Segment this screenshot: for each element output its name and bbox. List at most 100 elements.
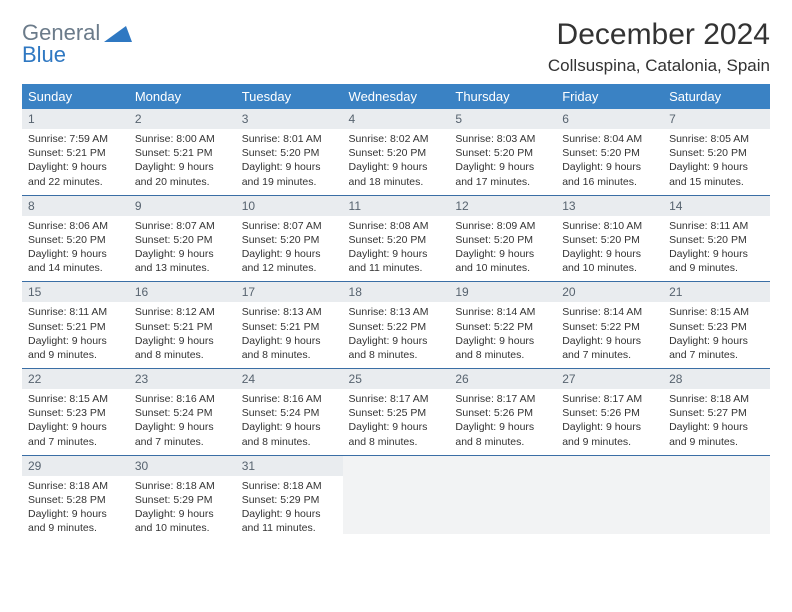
weekday-header: Wednesday [343, 84, 450, 109]
day-number: 29 [22, 456, 129, 476]
day-number: 14 [663, 196, 770, 216]
day-number: 19 [449, 282, 556, 302]
daylight-line: Daylight: 9 hours and 9 minutes. [28, 334, 123, 362]
sunrise-line: Sunrise: 8:14 AM [562, 305, 657, 319]
sunrise-line: Sunrise: 8:17 AM [562, 392, 657, 406]
sunrise-line: Sunrise: 8:05 AM [669, 132, 764, 146]
sunset-line: Sunset: 5:20 PM [669, 233, 764, 247]
sunrise-line: Sunrise: 8:13 AM [349, 305, 444, 319]
day-body: Sunrise: 8:00 AMSunset: 5:21 PMDaylight:… [129, 129, 236, 195]
calendar-day: 18Sunrise: 8:13 AMSunset: 5:22 PMDayligh… [343, 282, 450, 369]
calendar-day: 27 Sunrise: 8:17 AMSunset: 5:26 PMDayligh… [556, 369, 663, 456]
day-number: 11 [343, 196, 450, 216]
day-body: Sunrise: 8:15 AMSunset: 5:23 PMDaylight:… [22, 389, 129, 455]
sunrise-line: Sunrise: 8:17 AM [455, 392, 550, 406]
sunset-line: Sunset: 5:20 PM [669, 146, 764, 160]
day-body: Sunrise: 8:13 AMSunset: 5:22 PMDaylight:… [343, 302, 450, 368]
sunset-line: Sunset: 5:24 PM [135, 406, 230, 420]
sunset-line: Sunset: 5:20 PM [28, 233, 123, 247]
day-number: 8 [22, 196, 129, 216]
sunset-line: Sunset: 5:21 PM [28, 146, 123, 160]
sunset-line: Sunset: 5:20 PM [455, 146, 550, 160]
day-body: Sunrise: 8:08 AMSunset: 5:20 PMDaylight:… [343, 216, 450, 282]
sunrise-line: Sunrise: 8:08 AM [349, 219, 444, 233]
day-body: Sunrise: 8:07 AMSunset: 5:20 PMDaylight:… [129, 216, 236, 282]
calendar-day: 12Sunrise: 8:09 AMSunset: 5:20 PMDayligh… [449, 195, 556, 282]
daylight-line: Daylight: 9 hours and 9 minutes. [669, 247, 764, 275]
daylight-line: Daylight: 9 hours and 19 minutes. [242, 160, 337, 188]
day-number: 21 [663, 282, 770, 302]
day-body: Sunrise: 8:14 AMSunset: 5:22 PMDaylight:… [449, 302, 556, 368]
calendar-day: 23Sunrise: 8:16 AMSunset: 5:24 PMDayligh… [129, 369, 236, 456]
sunrise-line: Sunrise: 8:10 AM [562, 219, 657, 233]
daylight-line: Daylight: 9 hours and 9 minutes. [669, 420, 764, 448]
header: General Blue December 2024 Collsuspina, … [22, 18, 770, 76]
sunset-line: Sunset: 5:27 PM [669, 406, 764, 420]
calendar-day: 13Sunrise: 8:10 AMSunset: 5:20 PMDayligh… [556, 195, 663, 282]
day-body: Sunrise: 8:01 AMSunset: 5:20 PMDaylight:… [236, 129, 343, 195]
weekday-row: SundayMondayTuesdayWednesdayThursdayFrid… [22, 84, 770, 109]
daylight-line: Daylight: 9 hours and 15 minutes. [669, 160, 764, 188]
sunset-line: Sunset: 5:23 PM [669, 320, 764, 334]
day-number: 16 [129, 282, 236, 302]
calendar-head: SundayMondayTuesdayWednesdayThursdayFrid… [22, 84, 770, 109]
sunrise-line: Sunrise: 8:01 AM [242, 132, 337, 146]
calendar-table: SundayMondayTuesdayWednesdayThursdayFrid… [22, 84, 770, 541]
daylight-line: Daylight: 9 hours and 9 minutes. [562, 420, 657, 448]
calendar-day: 30Sunrise: 8:18 AMSunset: 5:29 PMDayligh… [129, 455, 236, 541]
calendar-day: 20Sunrise: 8:14 AMSunset: 5:22 PMDayligh… [556, 282, 663, 369]
sunset-line: Sunset: 5:23 PM [28, 406, 123, 420]
day-number: 27 [556, 369, 663, 389]
day-number: 22 [22, 369, 129, 389]
sunrise-line: Sunrise: 8:00 AM [135, 132, 230, 146]
calendar-day-empty [449, 455, 556, 541]
day-number: 4 [343, 109, 450, 129]
sunset-line: Sunset: 5:26 PM [562, 406, 657, 420]
day-body: Sunrise: 8:11 AMSunset: 5:21 PMDaylight:… [22, 302, 129, 368]
daylight-line: Daylight: 9 hours and 7 minutes. [135, 420, 230, 448]
logo-text: General Blue [22, 22, 100, 66]
logo: General Blue [22, 18, 132, 66]
day-number: 15 [22, 282, 129, 302]
day-number: 30 [129, 456, 236, 476]
sunrise-line: Sunrise: 8:16 AM [242, 392, 337, 406]
sunset-line: Sunset: 5:26 PM [455, 406, 550, 420]
calendar-body: 1Sunrise: 7:59 AMSunset: 5:21 PMDaylight… [22, 109, 770, 541]
day-number: 28 [663, 369, 770, 389]
day-body: Sunrise: 8:02 AMSunset: 5:20 PMDaylight:… [343, 129, 450, 195]
daylight-line: Daylight: 9 hours and 10 minutes. [135, 507, 230, 535]
sunrise-line: Sunrise: 8:17 AM [349, 392, 444, 406]
sunrise-line: Sunrise: 8:09 AM [455, 219, 550, 233]
daylight-line: Daylight: 9 hours and 16 minutes. [562, 160, 657, 188]
sunrise-line: Sunrise: 8:15 AM [28, 392, 123, 406]
day-number [343, 456, 450, 476]
day-body [449, 476, 556, 534]
day-body: Sunrise: 8:18 AMSunset: 5:29 PMDaylight:… [236, 476, 343, 542]
calendar-week: 1Sunrise: 7:59 AMSunset: 5:21 PMDaylight… [22, 109, 770, 195]
day-body: Sunrise: 8:18 AMSunset: 5:29 PMDaylight:… [129, 476, 236, 542]
calendar-day: 28Sunrise: 8:18 AMSunset: 5:27 PMDayligh… [663, 369, 770, 456]
daylight-line: Daylight: 9 hours and 20 minutes. [135, 160, 230, 188]
day-number: 12 [449, 196, 556, 216]
day-number: 2 [129, 109, 236, 129]
calendar-day: 21Sunrise: 8:15 AMSunset: 5:23 PMDayligh… [663, 282, 770, 369]
day-body: Sunrise: 8:18 AMSunset: 5:28 PMDaylight:… [22, 476, 129, 542]
title-block: December 2024 Collsuspina, Catalonia, Sp… [548, 18, 770, 76]
sunset-line: Sunset: 5:20 PM [242, 233, 337, 247]
day-body: Sunrise: 8:05 AMSunset: 5:20 PMDaylight:… [663, 129, 770, 195]
weekday-header: Friday [556, 84, 663, 109]
sunrise-line: Sunrise: 8:18 AM [669, 392, 764, 406]
weekday-header: Sunday [22, 84, 129, 109]
daylight-line: Daylight: 9 hours and 10 minutes. [562, 247, 657, 275]
daylight-line: Daylight: 9 hours and 17 minutes. [455, 160, 550, 188]
calendar-day: 8Sunrise: 8:06 AMSunset: 5:20 PMDaylight… [22, 195, 129, 282]
daylight-line: Daylight: 9 hours and 10 minutes. [455, 247, 550, 275]
day-number [663, 456, 770, 476]
day-body: Sunrise: 8:18 AMSunset: 5:27 PMDaylight:… [663, 389, 770, 455]
sunset-line: Sunset: 5:25 PM [349, 406, 444, 420]
day-body: Sunrise: 8:12 AMSunset: 5:21 PMDaylight:… [129, 302, 236, 368]
daylight-line: Daylight: 9 hours and 13 minutes. [135, 247, 230, 275]
sunrise-line: Sunrise: 8:07 AM [135, 219, 230, 233]
sunrise-line: Sunrise: 8:11 AM [669, 219, 764, 233]
calendar-week: 29Sunrise: 8:18 AMSunset: 5:28 PMDayligh… [22, 455, 770, 541]
